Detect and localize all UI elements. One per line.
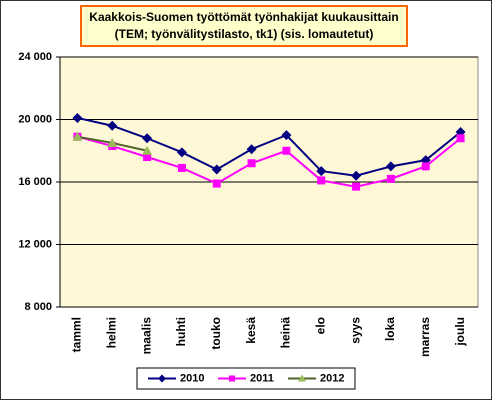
marker xyxy=(421,162,430,171)
x-tick-label: huhti xyxy=(174,317,188,346)
marker xyxy=(158,374,166,383)
marker xyxy=(456,134,465,143)
x-tick-label: loka xyxy=(383,317,397,341)
x-tick-label: kesä xyxy=(244,317,258,344)
title-box xyxy=(80,5,408,47)
x-tick-label: helmi xyxy=(104,317,118,348)
y-tick-label: 8 000 xyxy=(24,301,52,313)
x-tick-label: syys xyxy=(348,317,362,344)
marker xyxy=(385,161,396,172)
marker xyxy=(211,164,222,175)
marker xyxy=(282,146,291,155)
marker xyxy=(247,159,256,168)
marker xyxy=(107,137,118,147)
marker xyxy=(72,131,83,141)
marker xyxy=(72,112,83,123)
x-tick-label: tamml xyxy=(70,317,84,352)
marker xyxy=(229,375,235,382)
series-line xyxy=(77,135,462,188)
marker xyxy=(317,176,326,185)
legend-label: 2010 xyxy=(180,372,204,384)
x-tick-label: maalis xyxy=(139,317,153,355)
marker xyxy=(298,374,306,382)
x-tick-label: elo xyxy=(313,317,327,334)
marker xyxy=(212,179,221,188)
legend-label: 2012 xyxy=(320,372,344,384)
x-tick-label: marras xyxy=(418,317,432,357)
marker xyxy=(107,120,118,131)
marker xyxy=(281,130,292,141)
chart-title: (TEM; työnvälitystilasto, tk1) (sis. lom… xyxy=(115,27,374,41)
marker xyxy=(177,163,186,172)
y-tick-label: 12 000 xyxy=(18,238,52,250)
chart-title: Kaakkois-Suomen työttömät työnhakijat ku… xyxy=(89,10,398,24)
marker xyxy=(386,174,395,183)
marker xyxy=(352,182,361,191)
legend-label: 2011 xyxy=(250,372,274,384)
marker xyxy=(143,153,152,161)
series-line xyxy=(77,116,462,177)
marker xyxy=(351,170,362,181)
marker xyxy=(316,166,327,177)
marker xyxy=(142,145,153,155)
x-tick-label: joulu xyxy=(453,317,467,347)
y-tick-label: 16 000 xyxy=(18,176,52,188)
x-tick-label: heinä xyxy=(279,317,293,349)
y-tick-label: 24 000 xyxy=(18,51,52,63)
marker xyxy=(176,147,187,158)
x-tick-label: touko xyxy=(209,317,223,350)
marker xyxy=(246,144,257,155)
marker xyxy=(142,133,153,144)
y-tick-label: 20 000 xyxy=(18,113,52,125)
